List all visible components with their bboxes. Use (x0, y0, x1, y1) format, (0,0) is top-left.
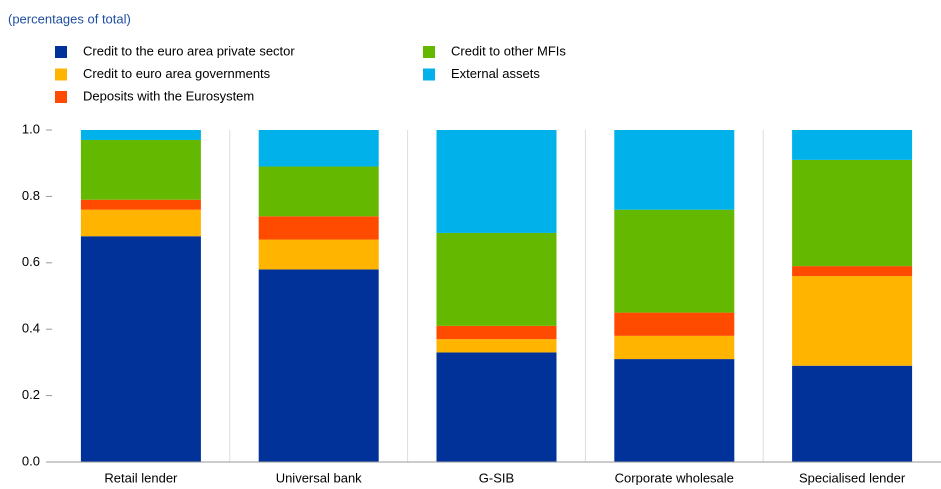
legend-label: Credit to the euro area private sector (83, 43, 295, 58)
bar-segment (792, 276, 913, 366)
chart-subtitle: (percentages of total) (8, 11, 131, 26)
y-tick-label: 0.6 (22, 254, 40, 269)
bar-segment (258, 239, 379, 270)
bar-segment (614, 130, 735, 210)
y-tick-label: 0.2 (22, 387, 40, 402)
bar-segment (80, 209, 201, 237)
bar-segment (792, 266, 913, 277)
bar-segment (436, 325, 557, 340)
x-tick-label: G-SIB (479, 470, 514, 485)
legend-label: Deposits with the Eurosystem (83, 88, 254, 103)
bar-segment (258, 216, 379, 240)
bar-segment (80, 130, 201, 140)
bar-segment (80, 139, 201, 200)
bar-segment (258, 166, 379, 217)
y-tick-label: 1.0 (22, 121, 40, 136)
bar-segment (80, 236, 201, 462)
bar-segment (792, 130, 913, 160)
legend-label: Credit to other MFIs (451, 43, 566, 58)
x-tick-label: Universal bank (276, 470, 362, 485)
bar-segment (436, 352, 557, 462)
bar-segment (436, 232, 557, 326)
y-tick-label: 0.0 (22, 453, 40, 468)
bar-segment (258, 130, 379, 167)
legend-swatch (55, 91, 67, 103)
bar-segment (80, 199, 201, 210)
y-tick-label: 0.4 (22, 321, 40, 336)
legend-swatch (423, 68, 435, 81)
y-tick-label: 0.8 (22, 188, 40, 203)
bar-segment (258, 269, 379, 462)
x-tick-label: Specialised lender (799, 470, 906, 485)
bar-segment (436, 339, 557, 353)
legend-swatch (423, 46, 435, 58)
x-tick-label: Retail lender (104, 470, 178, 485)
legend-swatch (55, 46, 67, 58)
bar-segment (792, 159, 913, 267)
bar-segment (614, 359, 735, 462)
bar-segment (614, 312, 735, 336)
bar-segment (614, 209, 735, 313)
legend-label: Credit to euro area governments (83, 66, 271, 81)
legend-label: External assets (451, 66, 540, 81)
x-tick-label: Corporate wholesale (615, 470, 734, 485)
bar-segment (436, 130, 557, 233)
legend-swatch (55, 68, 67, 81)
bar-segment (792, 365, 913, 462)
bar-segment (614, 335, 735, 360)
